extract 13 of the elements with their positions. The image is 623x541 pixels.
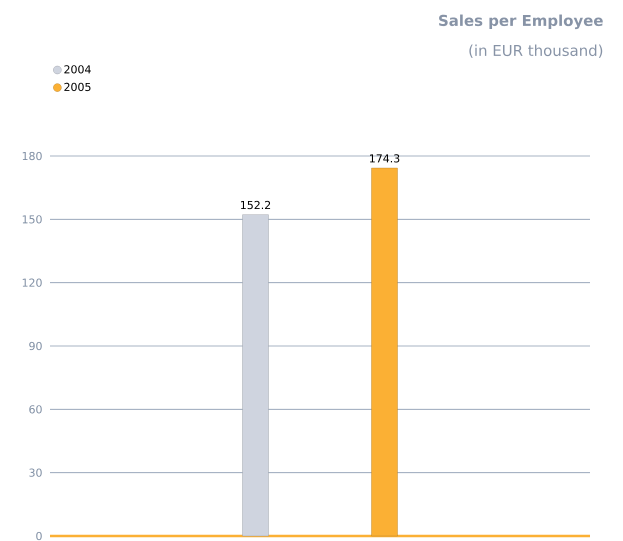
y-tick-label: 30 [29, 468, 42, 477]
chart-subtitle: (in EUR thousand) [469, 44, 602, 58]
y-tick-label: 90 [29, 342, 42, 350]
legend-label: 2004 [64, 65, 91, 74]
chart-title: Sales per Employee [439, 14, 603, 30]
data-label: 152.2 [241, 200, 270, 210]
y-tick-label: 120 [22, 278, 42, 287]
y-tick-label: 150 [22, 215, 42, 224]
data-label: 174.3 [370, 154, 400, 163]
legend-label: 2005 [64, 82, 90, 92]
y-tick-label: 0 [36, 532, 42, 540]
y-tick-label: 180 [22, 152, 42, 160]
y-tick-label: 60 [29, 405, 42, 414]
